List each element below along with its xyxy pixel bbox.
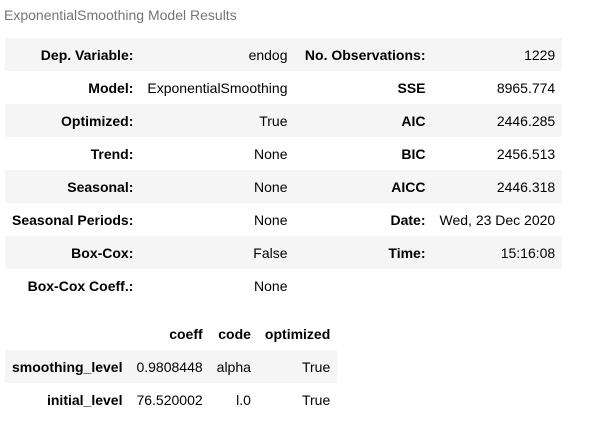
summary-value: None bbox=[254, 145, 288, 162]
summary-label: Trend: bbox=[90, 145, 134, 162]
parameter-coeff: 0.9808448 bbox=[129, 350, 210, 383]
column-header-code: code bbox=[218, 325, 251, 342]
summary-label bbox=[295, 269, 433, 302]
summary-value: 2446.285 bbox=[432, 104, 563, 137]
summary-value: 8965.774 bbox=[496, 79, 556, 96]
summary-value: endog bbox=[140, 38, 295, 71]
summary-value: 2456.513 bbox=[496, 145, 556, 162]
summary-label: AICC bbox=[294, 170, 433, 203]
summary-value: Wed, 23 Dec 2020 bbox=[439, 211, 556, 228]
summary-value: ExponentialSmoothing bbox=[147, 79, 288, 96]
model-summary-table: Dep. Variable: endog No. Observations: 1… bbox=[5, 38, 563, 302]
summary-label: Date: bbox=[390, 211, 426, 228]
parameter-coeff: 76.520002 bbox=[136, 391, 203, 408]
summary-label: Seasonal Periods: bbox=[12, 211, 134, 228]
column-header-optimized: optimized bbox=[264, 325, 331, 342]
table-row: smoothing_level 0.9808448 alpha True bbox=[5, 350, 338, 383]
summary-label: SSE bbox=[397, 79, 426, 96]
summary-row: Model: ExponentialSmoothing SSE 8965.774 bbox=[5, 71, 562, 104]
summary-label: Time: bbox=[294, 236, 433, 269]
summary-label: Box-Cox Coeff.: bbox=[27, 277, 134, 294]
summary-label: Seasonal: bbox=[5, 170, 141, 203]
parameter-code: alpha bbox=[209, 350, 258, 383]
parameters-table: coeff code optimized smoothing_level 0.9… bbox=[5, 317, 338, 416]
column-header-coeff: coeff bbox=[169, 325, 203, 342]
parameters-header-row: coeff code optimized bbox=[5, 317, 337, 350]
summary-row: Box-Cox Coeff.: None bbox=[5, 269, 562, 302]
summary-row: Dep. Variable: endog No. Observations: 1… bbox=[5, 38, 563, 71]
summary-value: None bbox=[254, 211, 288, 228]
summary-value: None bbox=[254, 277, 288, 294]
summary-label: Box-Cox: bbox=[5, 236, 141, 269]
summary-row: Trend: None BIC 2456.513 bbox=[5, 137, 562, 170]
summary-value bbox=[433, 269, 563, 302]
summary-label: BIC bbox=[401, 145, 426, 162]
summary-label: No. Observations: bbox=[294, 38, 433, 71]
parameter-code: l.0 bbox=[236, 391, 251, 408]
summary-row: Seasonal Periods: None Date: Wed, 23 Dec… bbox=[5, 203, 562, 236]
summary-label: Dep. Variable: bbox=[5, 38, 141, 71]
summary-row: Optimized: True AIC 2446.285 bbox=[5, 104, 563, 137]
summary-value: 1229 bbox=[432, 38, 563, 71]
column-header bbox=[5, 317, 129, 350]
summary-label: Model: bbox=[88, 79, 134, 96]
parameter-optimized: True bbox=[257, 350, 338, 383]
summary-row: Seasonal: None AICC 2446.318 bbox=[5, 170, 563, 203]
summary-value: False bbox=[140, 236, 295, 269]
summary-value: 15:16:08 bbox=[432, 236, 563, 269]
summary-label: Optimized: bbox=[5, 104, 141, 137]
summary-value: True bbox=[140, 104, 295, 137]
table-caption: ExponentialSmoothing Model Results bbox=[4, 7, 237, 23]
summary-row: Box-Cox: False Time: 15:16:08 bbox=[5, 236, 563, 269]
parameter-optimized: True bbox=[301, 391, 331, 408]
summary-value: None bbox=[140, 170, 295, 203]
parameter-name: initial_level bbox=[46, 391, 123, 408]
table-row: initial_level 76.520002 l.0 True bbox=[5, 383, 337, 416]
parameter-name: smoothing_level bbox=[5, 350, 130, 383]
summary-label: AIC bbox=[294, 104, 433, 137]
summary-value: 2446.318 bbox=[432, 170, 563, 203]
